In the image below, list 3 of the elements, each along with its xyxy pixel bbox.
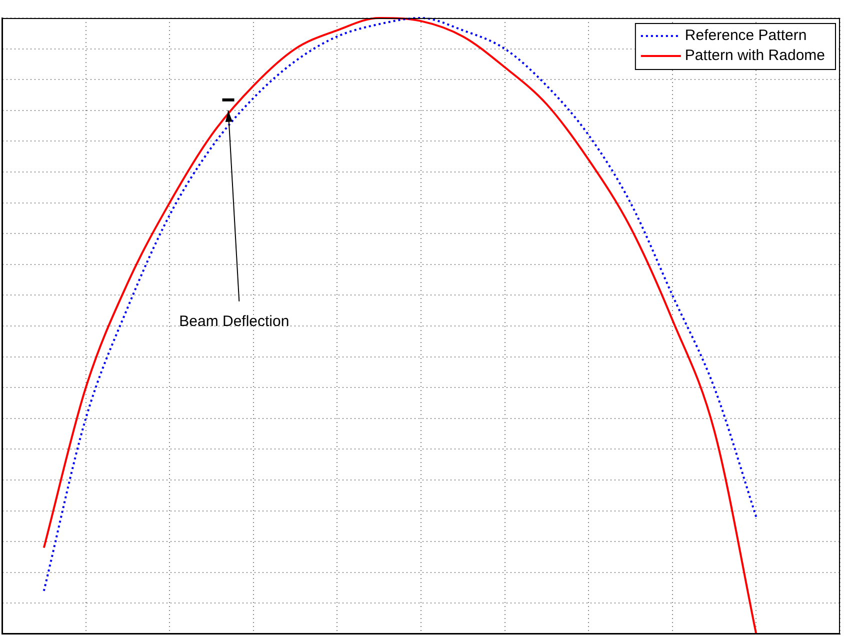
- legend-label: Pattern with Radome: [684, 47, 826, 64]
- legend-label: Reference Pattern: [684, 27, 807, 44]
- annotation: Beam Deflection: [179, 313, 290, 330]
